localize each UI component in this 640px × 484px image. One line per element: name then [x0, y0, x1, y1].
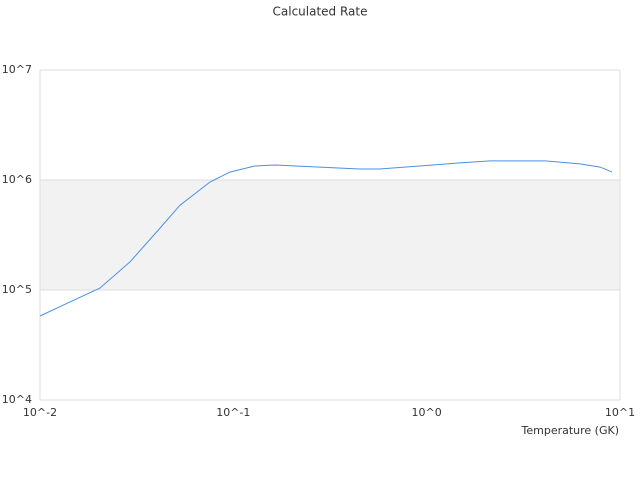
x-tick-label: 10^-2 — [23, 406, 57, 419]
y-tick-label: 10^5 — [2, 283, 32, 296]
x-tick-label: 10^-1 — [216, 406, 250, 419]
y-tick-label: 10^4 — [2, 393, 32, 406]
x-tick-label: 10^0 — [412, 406, 442, 419]
x-axis-label: Temperature (GK) — [521, 424, 620, 437]
x-tick-label: 10^1 — [605, 406, 635, 419]
y-tick-label: 10^7 — [2, 63, 32, 76]
chart-title: Calculated Rate — [273, 5, 368, 19]
y-tick-label: 10^6 — [2, 173, 32, 186]
series-line — [39, 160, 613, 317]
plot-band — [40, 180, 620, 290]
